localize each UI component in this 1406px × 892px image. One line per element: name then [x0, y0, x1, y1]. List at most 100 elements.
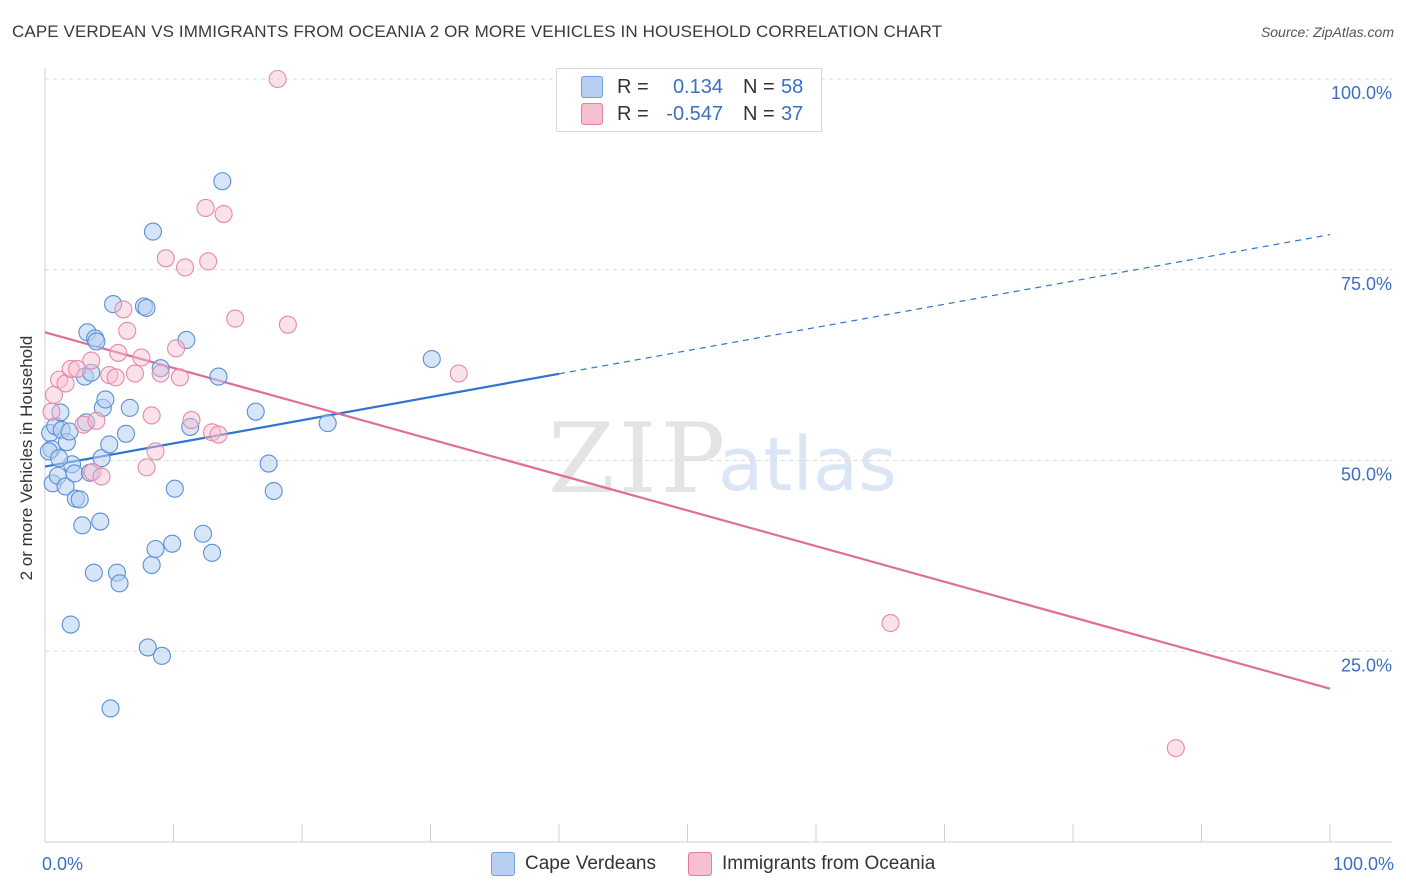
- data-point: [203, 543, 222, 562]
- data-point: [92, 449, 111, 468]
- data-point: [68, 359, 87, 378]
- legend-row-oceania: R = -0.547 N = 37: [581, 102, 803, 126]
- watermark-zip: ZIP: [548, 403, 729, 515]
- legend-n-value: 37: [781, 102, 804, 125]
- data-point: [87, 332, 106, 351]
- data-point: [163, 534, 182, 553]
- legend-swatch-pink: [581, 103, 603, 125]
- data-point: [176, 258, 195, 277]
- series-swatch-blue: [491, 852, 515, 876]
- tick-labels: 25.0% 50.0% 75.0% 100.0% 0.0% 100.0%: [42, 83, 1394, 874]
- data-point: [165, 479, 184, 498]
- data-point: [70, 490, 89, 509]
- data-point: [132, 348, 151, 367]
- data-point: [138, 638, 157, 657]
- data-point: [1166, 739, 1185, 758]
- data-point: [114, 300, 133, 319]
- data-point: [151, 359, 170, 378]
- series-label: Immigrants from Oceania: [722, 853, 936, 874]
- legend-swatch-blue: [581, 76, 603, 98]
- legend-n-label: N =: [743, 75, 775, 98]
- data-point: [42, 402, 61, 421]
- data-point: [109, 343, 128, 362]
- data-point: [56, 477, 75, 496]
- data-point: [196, 198, 215, 217]
- data-point: [84, 563, 103, 582]
- data-point: [167, 339, 186, 358]
- data-point: [61, 615, 80, 634]
- data-point: [118, 321, 137, 340]
- data-point: [110, 574, 129, 593]
- data-point: [199, 252, 218, 271]
- data-point: [881, 613, 900, 633]
- data-point: [146, 539, 165, 559]
- data-point: [143, 222, 162, 241]
- data-point: [96, 390, 115, 409]
- data-point: [213, 172, 232, 191]
- data-point: [116, 424, 136, 443]
- data-point: [73, 516, 92, 535]
- data-point: [137, 458, 156, 477]
- data-point: [259, 454, 278, 473]
- correlation-legend: R = 0.134 N = 58 R = -0.547 N = 37: [556, 68, 822, 132]
- trend-lines: [44, 234, 1331, 690]
- legend-n-label: N =: [743, 102, 775, 125]
- series-swatch-pink: [688, 852, 712, 876]
- y-tick-label: 100.0%: [1331, 83, 1392, 103]
- legend-r-value: 0.134: [672, 75, 723, 98]
- data-point: [104, 295, 123, 314]
- y-tick-label: 50.0%: [1341, 465, 1392, 485]
- data-point: [146, 442, 165, 461]
- x-tick-label: 100.0%: [1333, 854, 1394, 874]
- data-point: [50, 449, 69, 468]
- data-point: [137, 298, 156, 317]
- data-point: [56, 374, 75, 393]
- data-point: [82, 351, 101, 370]
- data-point: [318, 414, 337, 433]
- trend-line-dashed: [558, 234, 1331, 375]
- data-point: [194, 524, 213, 543]
- data-point: [226, 309, 245, 328]
- series-legend-cape-verdeans: Cape Verdeans: [491, 852, 656, 876]
- data-point: [61, 359, 80, 378]
- data-point: [268, 69, 287, 89]
- legend-r-value: -0.547: [666, 102, 723, 125]
- data-point: [91, 512, 110, 531]
- data-point: [106, 368, 125, 387]
- data-point: [87, 411, 106, 430]
- data-point: [181, 417, 200, 436]
- source-label: Source: ZipAtlas.com: [1260, 24, 1394, 40]
- data-point: [209, 367, 228, 386]
- trend-line-solid: [44, 372, 560, 468]
- legend-row-cape-verdeans: R = 0.134 N = 58: [581, 75, 803, 99]
- data-point: [151, 364, 170, 383]
- x-tick-label: 0.0%: [42, 854, 83, 874]
- data-point: [142, 406, 161, 425]
- legend-r-label: R =: [617, 102, 649, 125]
- data-point: [152, 646, 171, 665]
- data-point: [170, 368, 189, 387]
- data-point: [142, 555, 161, 575]
- data-point: [125, 364, 144, 383]
- data-point: [422, 349, 441, 369]
- data-point: [65, 464, 84, 483]
- data-point: [92, 467, 111, 486]
- grid-lines: [45, 78, 1392, 652]
- data-point: [264, 481, 283, 501]
- trend-line-solid: [44, 331, 1331, 690]
- data-point: [83, 462, 102, 481]
- legend-r-label: R =: [617, 75, 649, 98]
- data-point: [449, 364, 468, 383]
- series-label: Cape Verdeans: [525, 853, 656, 874]
- data-point: [100, 435, 119, 454]
- y-axis-label: 2 or more Vehicles in Household: [17, 335, 36, 581]
- legend-n-value: 58: [781, 75, 804, 98]
- data-point: [214, 205, 233, 224]
- series-legend-oceania: Immigrants from Oceania: [688, 852, 935, 876]
- data-point: [156, 249, 175, 268]
- data-point: [246, 402, 265, 421]
- data-point: [182, 411, 201, 430]
- data-point: [101, 699, 120, 718]
- data-points: [39, 69, 1185, 758]
- y-tick-label: 25.0%: [1341, 655, 1392, 675]
